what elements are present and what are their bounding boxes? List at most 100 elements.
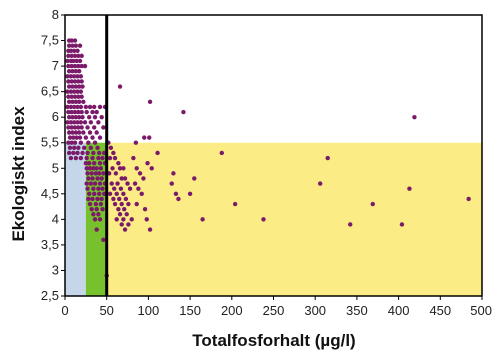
x-tick-label: 350	[346, 303, 368, 318]
data-point	[79, 109, 84, 115]
data-point	[90, 196, 95, 202]
data-point	[171, 171, 176, 176]
data-point	[466, 196, 471, 202]
data-point	[82, 120, 88, 125]
data-point	[97, 160, 103, 166]
y-tick-label: 6,5	[41, 84, 59, 99]
data-point	[87, 201, 93, 207]
data-point	[98, 166, 104, 171]
data-point	[87, 130, 93, 135]
data-point	[116, 206, 121, 212]
data-point	[75, 104, 80, 110]
data-point	[72, 140, 78, 145]
data-point	[141, 176, 146, 181]
data-point	[68, 155, 74, 161]
data-point	[89, 171, 94, 176]
data-point	[119, 201, 124, 207]
data-point	[147, 99, 153, 105]
data-point	[122, 176, 128, 181]
data-point	[68, 104, 74, 110]
data-point	[123, 196, 129, 202]
data-point	[66, 79, 71, 84]
region-0	[65, 142, 86, 296]
data-point	[97, 104, 103, 110]
data-point	[90, 155, 95, 161]
data-point	[65, 74, 70, 79]
data-point	[69, 125, 74, 130]
data-point	[126, 222, 131, 227]
data-point	[101, 125, 106, 130]
data-point	[68, 89, 74, 94]
data-point	[86, 176, 91, 181]
data-point	[91, 160, 97, 166]
data-point	[94, 130, 99, 135]
y-tick-label: 2,5	[41, 288, 59, 303]
data-point	[129, 217, 134, 222]
data-point	[134, 166, 139, 171]
data-point	[82, 63, 88, 69]
data-point	[66, 84, 72, 89]
y-tick-label: 7	[52, 58, 59, 73]
data-point	[66, 43, 72, 48]
data-point	[78, 74, 84, 79]
data-point	[86, 196, 91, 202]
data-point	[348, 222, 353, 227]
data-point	[122, 227, 128, 232]
data-point	[219, 150, 224, 156]
data-point	[71, 104, 77, 110]
data-point	[66, 140, 71, 145]
data-point	[76, 99, 82, 105]
data-point	[77, 43, 83, 48]
data-point	[95, 176, 100, 181]
data-point	[100, 206, 105, 212]
data-point	[96, 212, 101, 217]
data-point	[85, 150, 90, 156]
data-point	[69, 53, 74, 59]
y-tick-label: 3	[52, 262, 59, 277]
data-point	[85, 125, 90, 130]
data-point	[66, 53, 71, 59]
data-point	[66, 69, 72, 74]
data-point	[83, 104, 89, 110]
y-tick-label: 6	[52, 109, 59, 124]
data-point	[84, 109, 89, 115]
data-point	[68, 74, 74, 79]
data-point	[91, 104, 97, 110]
data-point	[76, 145, 81, 151]
x-tick-label: 500	[470, 303, 492, 318]
data-point	[94, 109, 99, 115]
data-point	[115, 181, 120, 186]
x-axis-title: Totalfosforhalt (µg/l)	[192, 331, 355, 350]
data-point	[261, 217, 266, 222]
data-point	[80, 84, 85, 89]
data-point	[142, 206, 148, 212]
data-point	[111, 196, 116, 202]
data-point	[76, 114, 82, 120]
data-point	[73, 69, 79, 74]
data-point	[144, 217, 149, 222]
data-point	[126, 201, 131, 207]
y-tick-label: 5,5	[41, 135, 59, 150]
data-point	[97, 217, 103, 222]
data-point	[99, 114, 104, 120]
data-point	[109, 181, 114, 186]
data-point	[66, 125, 71, 130]
data-point	[370, 201, 375, 207]
data-point	[73, 84, 79, 89]
data-point	[72, 94, 78, 99]
data-point	[84, 166, 89, 171]
data-point	[84, 155, 89, 161]
data-point	[76, 53, 81, 59]
data-point	[75, 89, 80, 94]
data-point	[173, 191, 179, 197]
data-point	[72, 63, 78, 69]
data-point	[72, 79, 78, 84]
data-point	[86, 191, 92, 197]
data-point	[412, 114, 417, 120]
data-point	[95, 145, 100, 151]
data-point	[72, 109, 78, 115]
y-tick-label: 4,5	[41, 186, 59, 201]
data-point	[69, 38, 74, 43]
data-point	[75, 48, 80, 53]
data-point	[133, 140, 139, 145]
